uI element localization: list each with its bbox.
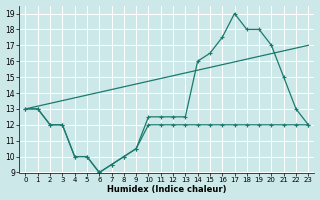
X-axis label: Humidex (Indice chaleur): Humidex (Indice chaleur): [107, 185, 227, 194]
